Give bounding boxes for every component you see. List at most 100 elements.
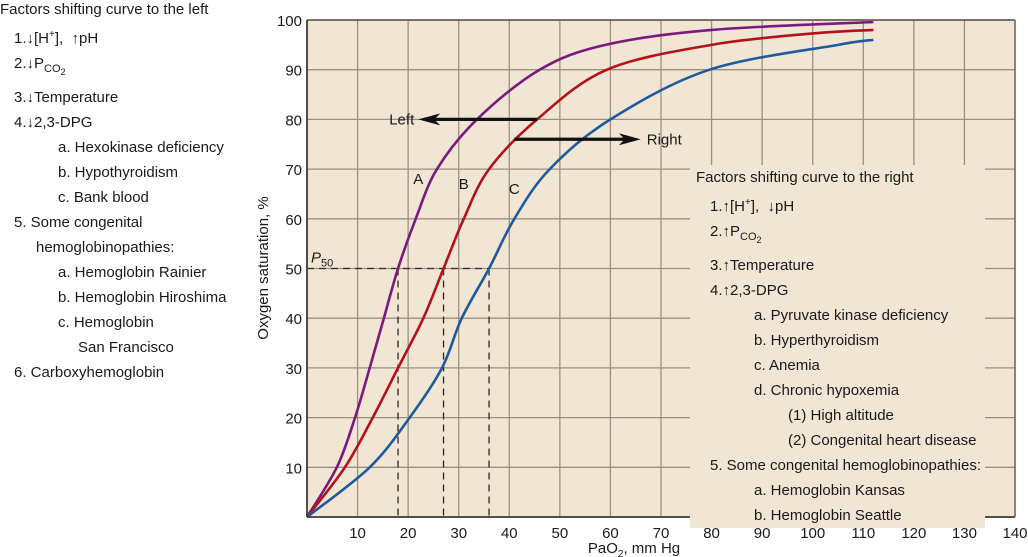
y-tick-label: 40 — [285, 311, 302, 328]
y-tick-label: 100 — [277, 13, 302, 30]
left-list-item: 1.↓[H+], ↑pH — [0, 22, 226, 51]
item-number: 3. — [710, 257, 723, 274]
item-text: Temperature — [34, 89, 119, 106]
down-arrow-icon: ↓ — [767, 198, 776, 215]
curve-label-c: C — [509, 181, 520, 198]
x-tick-label: 130 — [952, 525, 977, 542]
item-text: Temperature — [730, 257, 815, 274]
y-tick-label: 20 — [285, 411, 302, 428]
item-sub: CO — [740, 231, 757, 243]
item-sup: + — [745, 197, 751, 208]
right-shift-factors: Factors shifting curve to the right 1.↑[… — [690, 165, 986, 528]
curves: A B C — [305, 20, 874, 519]
item-text: pH — [775, 198, 795, 215]
right-list-item: c. Anemia — [754, 357, 820, 374]
left-list-item: 4.↓2,3-DPG — [0, 110, 226, 135]
y-tick-label: 80 — [285, 112, 302, 129]
curve-c — [306, 38, 874, 519]
arrow-head-right-icon — [618, 133, 641, 146]
up-arrow-icon: ↑ — [722, 223, 731, 240]
curve-b — [305, 28, 874, 518]
item-number: 4. — [710, 282, 723, 299]
item-number: 4. — [14, 114, 27, 131]
x-axis-label-unit: , mm Hg — [623, 540, 680, 557]
down-arrow-icon: ↓ — [26, 55, 35, 72]
y-tick-label: 70 — [285, 162, 302, 179]
tick-labels: 10 20 30 40 50 60 70 80 90 100 110 120 130 140 10 20 30 4… — [277, 13, 1028, 542]
x-axis-label-pa: Pa — [588, 540, 607, 557]
right-list-item: 2.↑PCO2 — [696, 219, 981, 253]
left-list-item: 3.↓Temperature — [0, 85, 226, 110]
left-list-item: c. Hemoglobin — [58, 314, 154, 331]
item-text: P — [34, 55, 45, 72]
down-arrow-icon: ↓ — [26, 114, 35, 131]
p50-lines: P50 — [307, 250, 490, 517]
curve-label-a: A — [413, 171, 423, 188]
y-axis-label: Oxygen saturation, % — [255, 196, 272, 339]
x-axis-label: PaO2, mm Hg — [588, 540, 680, 557]
up-arrow-icon: ↑ — [722, 282, 731, 299]
right-list-item: a. Pyruvate kinase deficiency — [754, 307, 949, 324]
left-list-item: San Francisco — [78, 339, 174, 356]
right-list-item: 4.↑2,3-DPG — [696, 278, 981, 303]
left-shift-factors: Factors shifting curve to the left 1.↓[H… — [0, 0, 226, 385]
y-tick-label: 30 — [285, 361, 302, 378]
down-arrow-icon: ↓ — [26, 30, 35, 47]
item-text: [H — [34, 30, 50, 47]
arrow-head-left-icon — [418, 113, 441, 126]
x-tick-label: 140 — [1002, 525, 1027, 542]
left-list-item: b. Hypothyroidism — [58, 164, 179, 181]
x-tick-label: 100 — [800, 525, 825, 542]
left-list-item: a. Hexokinase deficiency — [58, 139, 224, 156]
item-number: 2. — [710, 223, 723, 240]
arrow-label-right: Right — [647, 131, 683, 148]
left-list-item: a. Hemoglobin Rainier — [58, 264, 207, 281]
item-number: 3. — [14, 89, 27, 106]
left-list-item: hemoglobinopathies: — [36, 239, 175, 256]
right-list-item: (1) High altitude — [788, 407, 894, 424]
item-number: 1. — [710, 198, 723, 215]
down-arrow-icon: ↓ — [26, 89, 35, 106]
up-arrow-icon: ↑ — [722, 198, 731, 215]
up-arrow-icon: ↑ — [71, 30, 80, 47]
right-list-item: d. Chronic hypoxemia — [754, 382, 900, 399]
right-list-item: b. Hemoglobin Seattle — [754, 507, 902, 524]
item-subsub: 2 — [60, 67, 66, 77]
x-tick-label: 30 — [450, 525, 467, 542]
item-subsub: 2 — [756, 235, 762, 245]
left-list-item: 6. Carboxyhemoglobin — [14, 364, 165, 381]
x-tick-label: 70 — [653, 525, 670, 542]
curve-a — [305, 20, 874, 518]
shift-arrows: Left Right — [389, 111, 682, 148]
x-tick-label: 50 — [552, 525, 569, 542]
x-tick-label: 110 — [851, 525, 875, 542]
x-tick-label: 40 — [501, 525, 518, 542]
right-list-item: b. Hyperthyroidism — [754, 332, 880, 349]
right-list-item: 1.↑[H+], ↓pH — [696, 190, 981, 219]
item-text: [H — [730, 198, 746, 215]
up-arrow-icon: ↑ — [722, 257, 731, 274]
y-tick-label: 60 — [285, 212, 302, 229]
x-tick-label: 20 — [400, 525, 417, 542]
item-text: P — [730, 223, 741, 240]
left-list-title: Factors shifting curve to the left — [0, 1, 209, 18]
item-text: pH — [79, 30, 99, 47]
y-tick-label: 50 — [285, 262, 302, 279]
x-tick-label: 80 — [703, 525, 720, 542]
item-text: ], — [54, 30, 72, 47]
x-tick-label: 60 — [602, 525, 619, 542]
x-axis-label-o: O — [606, 540, 618, 557]
left-list-item: 5. Some congenital — [14, 214, 143, 231]
left-list-item: 2.↓PCO2 — [0, 51, 226, 85]
left-list-item: b. Hemoglobin Hiroshima — [58, 289, 227, 306]
x-axis-label-sub: 2 — [618, 549, 624, 557]
item-sup: + — [49, 29, 55, 40]
item-text: 2,3-DPG — [730, 282, 789, 299]
item-text: ], — [750, 198, 768, 215]
y-tick-label: 90 — [285, 63, 302, 80]
item-number: 2. — [14, 55, 27, 72]
x-tick-label: 120 — [901, 525, 926, 542]
right-list-title: Factors shifting curve to the right — [696, 169, 914, 186]
left-list-item: c. Bank blood — [58, 189, 149, 206]
item-text: 2,3-DPG — [34, 114, 93, 131]
